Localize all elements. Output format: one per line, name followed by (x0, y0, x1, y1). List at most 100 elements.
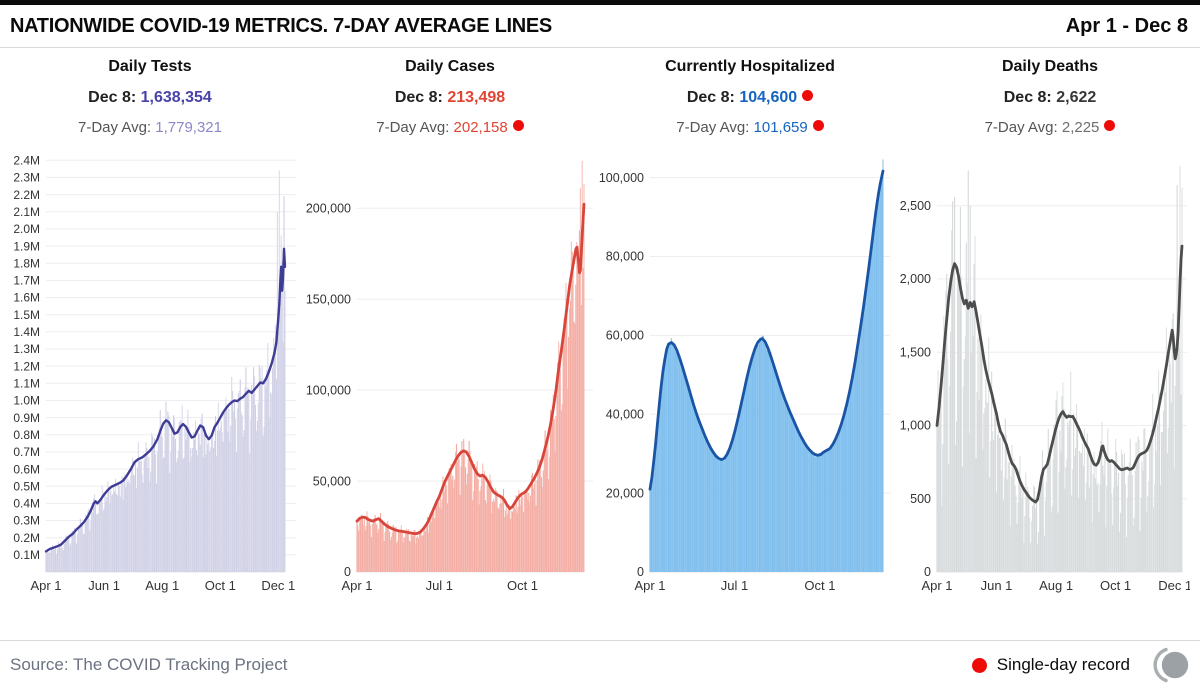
svg-text:0.9M: 0.9M (13, 411, 40, 425)
svg-text:Dec 1: Dec 1 (261, 578, 295, 593)
svg-text:Aug 1: Aug 1 (1039, 578, 1073, 593)
svg-text:Apr 1: Apr 1 (921, 578, 952, 593)
charts-row: 0.1M 0.2M 0.3M 0.4M 0.5M 0.6M 0.7M 0.8M 0.9M 1.0M… (0, 142, 1200, 594)
avg-value: 202,158 (453, 119, 508, 136)
title-bar: NATIONWIDE COVID-19 METRICS. 7-DAY AVERA… (0, 5, 1200, 48)
svg-text:1,000: 1,000 (900, 419, 931, 433)
avg-value: 101,659 (753, 119, 808, 136)
source-credit: Source: The COVID Tracking Project (10, 655, 288, 674)
currently-hospitalized-chart: 0 20,000 40,000 60,000 80,000 100,000 Apr 1 Jul… (599, 159, 890, 593)
svg-text:1.3M: 1.3M (13, 342, 40, 356)
daily-cases-chart: 0 50,000 100,000 150,000 200,000 Apr 1 Jul 1 Oc… (306, 160, 593, 593)
record-dot-icon (971, 657, 987, 673)
svg-text:0.7M: 0.7M (13, 445, 40, 459)
avg-label: 7-Day Avg: (676, 119, 750, 136)
record-legend: Single-day record (971, 645, 1192, 685)
svg-text:50,000: 50,000 (313, 474, 351, 488)
svg-text:Oct 1: Oct 1 (1100, 578, 1131, 593)
svg-text:Oct 1: Oct 1 (507, 578, 538, 593)
dec8-label: Dec 8: (686, 89, 735, 106)
dec8-label: Dec 8: (88, 89, 137, 106)
header-currently-hospitalized: Currently Hospitalized Dec 8: 104,600 7-… (600, 58, 900, 136)
metric-headers: Daily Tests Dec 8: 1,638,354 7-Day Avg: … (0, 48, 1200, 136)
record-legend-label: Single-day record (996, 655, 1130, 674)
page-title: NATIONWIDE COVID-19 METRICS. 7-DAY AVERA… (10, 14, 552, 37)
header-daily-tests: Daily Tests Dec 8: 1,638,354 7-Day Avg: … (0, 58, 300, 136)
svg-text:80,000: 80,000 (606, 250, 644, 264)
svg-text:1.2M: 1.2M (13, 359, 40, 373)
svg-text:Apr 1: Apr 1 (341, 578, 372, 593)
metric-title: Currently Hospitalized (665, 58, 835, 75)
header-daily-cases: Daily Cases Dec 8: 213,498 7-Day Avg: 20… (300, 58, 600, 136)
daily-deaths-chart: 0 500 1,000 1,500 2,000 2,500 Apr 1 Jun 1 Aug 1 O… (900, 166, 1190, 593)
dec8-value: 1,638,354 (140, 89, 212, 106)
metric-title: Daily Deaths (1001, 58, 1099, 75)
svg-text:Oct 1: Oct 1 (804, 578, 835, 593)
record-dot-icon (1104, 120, 1116, 131)
avg-label: 7-Day Avg: (376, 119, 450, 136)
svg-text:0.1M: 0.1M (13, 548, 40, 562)
svg-text:1.6M: 1.6M (13, 291, 40, 305)
svg-text:500: 500 (910, 492, 931, 506)
dec8-label: Dec 8: (394, 89, 443, 106)
svg-text:1.8M: 1.8M (13, 256, 40, 270)
svg-text:0.5M: 0.5M (13, 479, 40, 493)
metric-title: Daily Cases (405, 58, 495, 75)
record-dot-icon (812, 120, 824, 131)
header-daily-deaths: Daily Deaths Dec 8: 2,622 7-Day Avg: 2,2… (900, 58, 1200, 136)
svg-text:1.1M: 1.1M (13, 377, 40, 391)
date-range: Apr 1 - Dec 8 (1065, 14, 1188, 37)
svg-text:60,000: 60,000 (606, 329, 644, 343)
dec8-value: 213,498 (447, 89, 506, 106)
top-border (0, 0, 1200, 5)
svg-text:200,000: 200,000 (306, 201, 351, 215)
svg-text:1.4M: 1.4M (13, 325, 40, 339)
svg-text:2.4M: 2.4M (13, 154, 40, 168)
svg-text:Apr 1: Apr 1 (30, 578, 61, 593)
svg-text:Dec 1: Dec 1 (1158, 578, 1190, 593)
svg-text:Jun 1: Jun 1 (88, 578, 120, 593)
dec8-value: 2,622 (1056, 89, 1097, 106)
avg-value: 2,225 (1061, 119, 1100, 136)
svg-text:2,500: 2,500 (900, 199, 931, 213)
svg-text:2.2M: 2.2M (13, 188, 40, 202)
svg-text:2.0M: 2.0M (13, 222, 40, 236)
svg-text:100,000: 100,000 (306, 383, 351, 397)
avg-label: 7-Day Avg: (984, 119, 1058, 136)
record-dot-icon (802, 90, 814, 101)
svg-text:0: 0 (637, 565, 644, 579)
covid-tracking-project-logo-icon (1153, 647, 1189, 683)
svg-text:Oct 1: Oct 1 (205, 578, 236, 593)
avg-value: 1,779,321 (155, 119, 222, 136)
svg-text:Jun 1: Jun 1 (981, 578, 1013, 593)
svg-text:150,000: 150,000 (306, 292, 351, 306)
dec8-label: Dec 8: (1003, 89, 1052, 106)
svg-text:Jul 1: Jul 1 (426, 578, 453, 593)
svg-text:0: 0 (924, 565, 931, 579)
svg-text:40,000: 40,000 (606, 407, 644, 421)
svg-text:100,000: 100,000 (599, 171, 644, 185)
svg-text:1.7M: 1.7M (13, 274, 40, 288)
svg-text:0.4M: 0.4M (13, 497, 40, 511)
svg-text:1.5M: 1.5M (13, 308, 40, 322)
svg-text:2,000: 2,000 (900, 272, 931, 286)
svg-text:2.3M: 2.3M (13, 171, 40, 185)
svg-text:Jul 1: Jul 1 (721, 578, 748, 593)
svg-text:0.8M: 0.8M (13, 428, 40, 442)
footer: Source: The COVID Tracking Project Singl… (0, 640, 1200, 689)
svg-text:20,000: 20,000 (606, 486, 644, 500)
svg-text:0.3M: 0.3M (13, 514, 40, 528)
svg-text:0.2M: 0.2M (13, 531, 40, 545)
svg-text:1.9M: 1.9M (13, 239, 40, 253)
svg-text:1.0M: 1.0M (13, 394, 40, 408)
avg-label: 7-Day Avg: (77, 119, 152, 136)
daily-tests-chart: 0.1M 0.2M 0.3M 0.4M 0.5M 0.6M 0.7M 0.8M 0.9M 1.0M… (13, 154, 296, 593)
svg-text:0.6M: 0.6M (13, 462, 40, 476)
svg-text:0: 0 (344, 565, 351, 579)
svg-text:1,500: 1,500 (900, 345, 931, 359)
record-dot-icon (512, 120, 524, 131)
svg-text:Aug 1: Aug 1 (145, 578, 179, 593)
svg-text:2.1M: 2.1M (13, 205, 40, 219)
svg-text:Apr 1: Apr 1 (634, 578, 665, 593)
